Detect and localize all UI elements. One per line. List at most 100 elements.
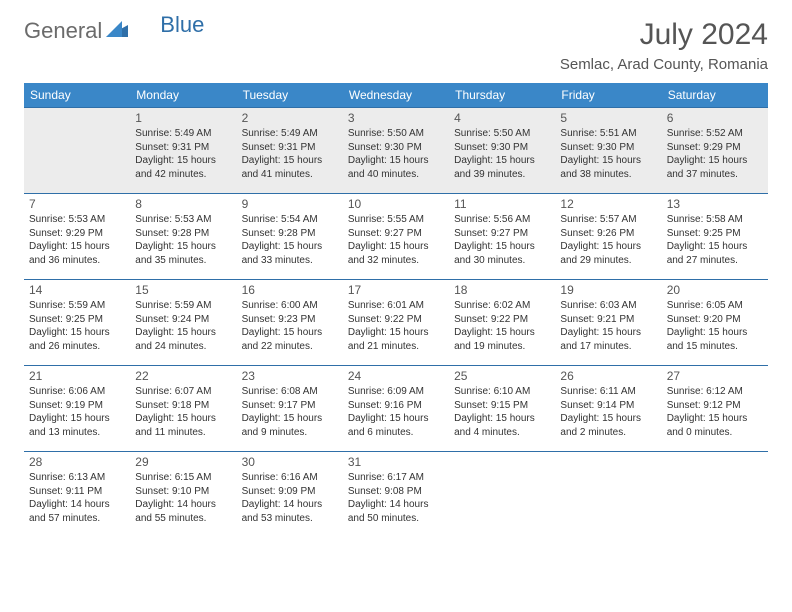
daylight-text-2: and 13 minutes.	[29, 426, 125, 440]
daylight-text-2: and 4 minutes.	[454, 426, 550, 440]
sunset-text: Sunset: 9:21 PM	[560, 313, 656, 327]
daylight-text: Daylight: 15 hours	[242, 154, 338, 168]
daylight-text-2: and 9 minutes.	[242, 426, 338, 440]
calendar-cell: 18Sunrise: 6:02 AMSunset: 9:22 PMDayligh…	[449, 280, 555, 366]
col-thursday: Thursday	[449, 83, 555, 108]
sunrise-text: Sunrise: 6:06 AM	[29, 385, 125, 399]
daylight-text: Daylight: 15 hours	[560, 412, 656, 426]
day-number: 12	[560, 196, 656, 212]
sunset-text: Sunset: 9:19 PM	[29, 399, 125, 413]
daylight-text: Daylight: 15 hours	[348, 240, 444, 254]
daylight-text-2: and 30 minutes.	[454, 254, 550, 268]
calendar-cell: 30Sunrise: 6:16 AMSunset: 9:09 PMDayligh…	[237, 452, 343, 538]
day-number: 28	[29, 454, 125, 470]
calendar-cell: 2Sunrise: 5:49 AMSunset: 9:31 PMDaylight…	[237, 108, 343, 194]
day-number: 7	[29, 196, 125, 212]
daylight-text-2: and 29 minutes.	[560, 254, 656, 268]
daylight-text: Daylight: 15 hours	[667, 154, 763, 168]
calendar-cell: 24Sunrise: 6:09 AMSunset: 9:16 PMDayligh…	[343, 366, 449, 452]
sunset-text: Sunset: 9:09 PM	[242, 485, 338, 499]
col-monday: Monday	[130, 83, 236, 108]
sunset-text: Sunset: 9:15 PM	[454, 399, 550, 413]
calendar-cell: 17Sunrise: 6:01 AMSunset: 9:22 PMDayligh…	[343, 280, 449, 366]
sunset-text: Sunset: 9:24 PM	[135, 313, 231, 327]
calendar-cell: 7Sunrise: 5:53 AMSunset: 9:29 PMDaylight…	[24, 194, 130, 280]
daylight-text-2: and 40 minutes.	[348, 168, 444, 182]
daylight-text: Daylight: 15 hours	[667, 326, 763, 340]
daylight-text: Daylight: 15 hours	[135, 326, 231, 340]
calendar-cell	[555, 452, 661, 538]
sunset-text: Sunset: 9:27 PM	[348, 227, 444, 241]
daylight-text-2: and 6 minutes.	[348, 426, 444, 440]
day-number: 26	[560, 368, 656, 384]
day-number: 6	[667, 110, 763, 126]
location-subtitle: Semlac, Arad County, Romania	[560, 56, 768, 73]
daylight-text: Daylight: 15 hours	[454, 326, 550, 340]
calendar-cell: 13Sunrise: 5:58 AMSunset: 9:25 PMDayligh…	[662, 194, 768, 280]
sunrise-text: Sunrise: 6:15 AM	[135, 471, 231, 485]
sunrise-text: Sunrise: 5:52 AM	[667, 127, 763, 141]
daylight-text-2: and 37 minutes.	[667, 168, 763, 182]
daylight-text-2: and 41 minutes.	[242, 168, 338, 182]
calendar-cell: 3Sunrise: 5:50 AMSunset: 9:30 PMDaylight…	[343, 108, 449, 194]
calendar-cell: 28Sunrise: 6:13 AMSunset: 9:11 PMDayligh…	[24, 452, 130, 538]
sunset-text: Sunset: 9:20 PM	[667, 313, 763, 327]
daylight-text: Daylight: 15 hours	[348, 154, 444, 168]
calendar-cell: 23Sunrise: 6:08 AMSunset: 9:17 PMDayligh…	[237, 366, 343, 452]
calendar-cell: 1Sunrise: 5:49 AMSunset: 9:31 PMDaylight…	[130, 108, 236, 194]
day-number: 11	[454, 196, 550, 212]
sunset-text: Sunset: 9:12 PM	[667, 399, 763, 413]
sunrise-text: Sunrise: 6:00 AM	[242, 299, 338, 313]
sunrise-text: Sunrise: 6:11 AM	[560, 385, 656, 399]
daylight-text: Daylight: 15 hours	[29, 326, 125, 340]
calendar-cell: 6Sunrise: 5:52 AMSunset: 9:29 PMDaylight…	[662, 108, 768, 194]
calendar-cell: 26Sunrise: 6:11 AMSunset: 9:14 PMDayligh…	[555, 366, 661, 452]
daylight-text: Daylight: 15 hours	[29, 412, 125, 426]
sunset-text: Sunset: 9:27 PM	[454, 227, 550, 241]
daylight-text-2: and 21 minutes.	[348, 340, 444, 354]
calendar-cell: 21Sunrise: 6:06 AMSunset: 9:19 PMDayligh…	[24, 366, 130, 452]
sunset-text: Sunset: 9:22 PM	[454, 313, 550, 327]
day-number: 10	[348, 196, 444, 212]
day-number: 2	[242, 110, 338, 126]
sunset-text: Sunset: 9:29 PM	[667, 141, 763, 155]
daylight-text-2: and 57 minutes.	[29, 512, 125, 526]
daylight-text: Daylight: 14 hours	[29, 498, 125, 512]
sunrise-text: Sunrise: 5:53 AM	[29, 213, 125, 227]
sunset-text: Sunset: 9:31 PM	[135, 141, 231, 155]
day-number: 24	[348, 368, 444, 384]
sunset-text: Sunset: 9:28 PM	[242, 227, 338, 241]
day-number: 3	[348, 110, 444, 126]
daylight-text-2: and 53 minutes.	[242, 512, 338, 526]
sunrise-text: Sunrise: 6:01 AM	[348, 299, 444, 313]
day-number: 4	[454, 110, 550, 126]
sunset-text: Sunset: 9:22 PM	[348, 313, 444, 327]
calendar-cell: 11Sunrise: 5:56 AMSunset: 9:27 PMDayligh…	[449, 194, 555, 280]
sunrise-text: Sunrise: 5:50 AM	[454, 127, 550, 141]
daylight-text: Daylight: 15 hours	[667, 240, 763, 254]
calendar-cell: 8Sunrise: 5:53 AMSunset: 9:28 PMDaylight…	[130, 194, 236, 280]
calendar-cell: 10Sunrise: 5:55 AMSunset: 9:27 PMDayligh…	[343, 194, 449, 280]
sunrise-text: Sunrise: 5:57 AM	[560, 213, 656, 227]
daylight-text-2: and 11 minutes.	[135, 426, 231, 440]
sunset-text: Sunset: 9:16 PM	[348, 399, 444, 413]
sunset-text: Sunset: 9:31 PM	[242, 141, 338, 155]
sunrise-text: Sunrise: 5:54 AM	[242, 213, 338, 227]
daylight-text-2: and 2 minutes.	[560, 426, 656, 440]
daylight-text-2: and 0 minutes.	[667, 426, 763, 440]
day-number: 9	[242, 196, 338, 212]
sunrise-text: Sunrise: 5:58 AM	[667, 213, 763, 227]
day-number: 21	[29, 368, 125, 384]
sunset-text: Sunset: 9:29 PM	[29, 227, 125, 241]
daylight-text-2: and 33 minutes.	[242, 254, 338, 268]
sunset-text: Sunset: 9:11 PM	[29, 485, 125, 499]
weekday-header-row: Sunday Monday Tuesday Wednesday Thursday…	[24, 83, 768, 108]
sunrise-text: Sunrise: 6:12 AM	[667, 385, 763, 399]
daylight-text: Daylight: 15 hours	[135, 240, 231, 254]
day-number: 16	[242, 282, 338, 298]
daylight-text-2: and 22 minutes.	[242, 340, 338, 354]
sunrise-text: Sunrise: 6:07 AM	[135, 385, 231, 399]
daylight-text: Daylight: 15 hours	[454, 412, 550, 426]
day-number: 31	[348, 454, 444, 470]
calendar-cell: 14Sunrise: 5:59 AMSunset: 9:25 PMDayligh…	[24, 280, 130, 366]
